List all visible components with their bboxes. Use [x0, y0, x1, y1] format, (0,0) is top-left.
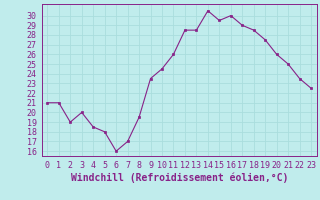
X-axis label: Windchill (Refroidissement éolien,°C): Windchill (Refroidissement éolien,°C)	[70, 173, 288, 183]
